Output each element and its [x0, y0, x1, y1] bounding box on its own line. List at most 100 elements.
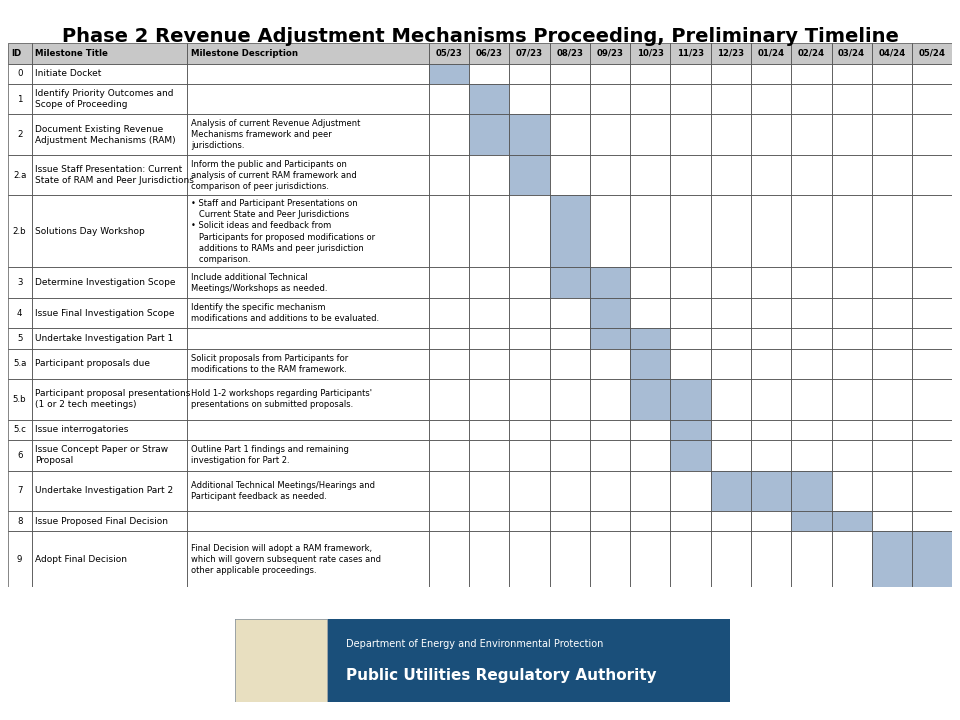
- Bar: [589, 420, 630, 440]
- Bar: [791, 114, 831, 155]
- Bar: [429, 196, 469, 267]
- Bar: [751, 298, 791, 328]
- Bar: [831, 84, 872, 114]
- Bar: [8, 470, 32, 511]
- Bar: [670, 348, 710, 379]
- Bar: [469, 348, 510, 379]
- Bar: [187, 440, 429, 470]
- Bar: [32, 114, 187, 155]
- Bar: [670, 63, 710, 84]
- Bar: [872, 43, 912, 63]
- Bar: [670, 470, 710, 511]
- Bar: [235, 619, 326, 702]
- Bar: [469, 379, 510, 420]
- Bar: [32, 84, 187, 114]
- Bar: [912, 531, 952, 587]
- Bar: [469, 84, 510, 114]
- Bar: [751, 114, 791, 155]
- Bar: [469, 298, 510, 328]
- Bar: [550, 63, 589, 84]
- Bar: [510, 84, 550, 114]
- Bar: [187, 531, 429, 587]
- Bar: [670, 420, 710, 440]
- Bar: [187, 114, 429, 155]
- Bar: [670, 348, 710, 379]
- Bar: [187, 155, 429, 196]
- Bar: [8, 114, 32, 155]
- Bar: [32, 63, 187, 84]
- Bar: [187, 511, 429, 531]
- Bar: [710, 155, 751, 196]
- Bar: [831, 84, 872, 114]
- Bar: [791, 196, 831, 267]
- Bar: [872, 84, 912, 114]
- Text: 05/23: 05/23: [436, 49, 463, 58]
- Bar: [8, 267, 32, 298]
- Bar: [8, 298, 32, 328]
- Bar: [872, 84, 912, 114]
- Bar: [751, 440, 791, 470]
- Bar: [751, 63, 791, 84]
- Bar: [187, 379, 429, 420]
- Bar: [912, 511, 952, 531]
- Bar: [469, 267, 510, 298]
- Bar: [912, 63, 952, 84]
- Bar: [32, 196, 187, 267]
- Bar: [469, 511, 510, 531]
- Bar: [791, 511, 831, 531]
- Bar: [429, 114, 469, 155]
- Bar: [872, 379, 912, 420]
- Bar: [751, 267, 791, 298]
- Text: Issue Final Investigation Scope: Issue Final Investigation Scope: [36, 309, 175, 318]
- Bar: [429, 348, 469, 379]
- Bar: [8, 63, 32, 84]
- Bar: [589, 114, 630, 155]
- Bar: [912, 348, 952, 379]
- Bar: [32, 531, 187, 587]
- Bar: [589, 267, 630, 298]
- Bar: [670, 420, 710, 440]
- Bar: [187, 348, 429, 379]
- Bar: [589, 43, 630, 63]
- Bar: [32, 267, 187, 298]
- Bar: [670, 43, 710, 63]
- Bar: [187, 155, 429, 196]
- Bar: [831, 379, 872, 420]
- Bar: [670, 114, 710, 155]
- Bar: [589, 440, 630, 470]
- Bar: [630, 420, 670, 440]
- Bar: [8, 155, 32, 196]
- Bar: [510, 63, 550, 84]
- Bar: [791, 63, 831, 84]
- Bar: [710, 440, 751, 470]
- Bar: [429, 267, 469, 298]
- Bar: [872, 196, 912, 267]
- Bar: [589, 114, 630, 155]
- Bar: [670, 155, 710, 196]
- Bar: [589, 379, 630, 420]
- Bar: [912, 267, 952, 298]
- Bar: [710, 84, 751, 114]
- Bar: [751, 328, 791, 348]
- Bar: [791, 348, 831, 379]
- Text: Analysis of current Revenue Adjustment
Mechanisms framework and peer
jurisdictio: Analysis of current Revenue Adjustment M…: [191, 119, 360, 150]
- Bar: [550, 470, 589, 511]
- Text: 08/23: 08/23: [556, 49, 584, 58]
- Bar: [8, 43, 32, 63]
- Bar: [630, 531, 670, 587]
- Bar: [872, 531, 912, 587]
- Bar: [791, 43, 831, 63]
- Bar: [589, 511, 630, 531]
- Bar: [630, 267, 670, 298]
- Bar: [831, 348, 872, 379]
- Bar: [751, 43, 791, 63]
- Bar: [791, 420, 831, 440]
- Bar: [429, 511, 469, 531]
- Text: 0: 0: [17, 69, 22, 78]
- Bar: [429, 114, 469, 155]
- Bar: [32, 155, 187, 196]
- Bar: [8, 470, 32, 511]
- Bar: [589, 420, 630, 440]
- Text: 04/24: 04/24: [878, 49, 905, 58]
- Bar: [8, 420, 32, 440]
